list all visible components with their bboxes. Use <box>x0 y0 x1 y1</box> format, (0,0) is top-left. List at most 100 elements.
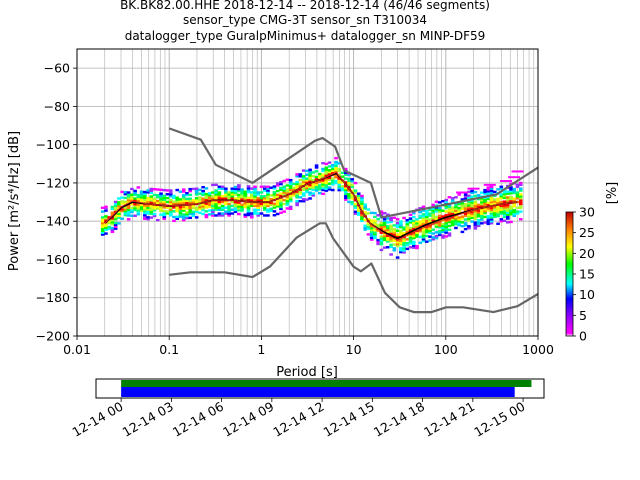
psd-cell <box>113 214 118 217</box>
psd-cell <box>450 208 455 211</box>
psd-cell <box>237 197 241 200</box>
psd-cell <box>155 194 160 197</box>
psd-cell <box>139 198 144 201</box>
psd-cell <box>149 210 154 214</box>
psd-cell <box>392 216 397 219</box>
psd-cell <box>379 225 384 229</box>
psd-cell <box>272 196 277 200</box>
psd-cell <box>168 214 173 217</box>
psd-cell <box>149 208 154 212</box>
psd-cell <box>308 174 312 177</box>
psd-cell <box>373 219 377 222</box>
psd-cell <box>408 219 413 222</box>
psd-cell <box>470 191 474 195</box>
psd-cell <box>454 221 458 224</box>
psd-cell <box>162 202 167 205</box>
psd-cell <box>155 205 160 208</box>
psd-cell <box>314 177 319 181</box>
psd-cell <box>431 217 436 220</box>
psd-cell <box>356 213 361 216</box>
psd-cell <box>408 236 413 239</box>
psd-cell <box>201 203 205 206</box>
psd-cell <box>356 194 361 197</box>
psd-cell <box>143 211 147 215</box>
psd-cell <box>350 189 355 192</box>
psd-cell <box>288 207 293 211</box>
psd-cell <box>496 209 500 212</box>
psd-cell <box>181 201 186 205</box>
psd-cell <box>431 207 436 210</box>
psd-cell <box>185 207 189 210</box>
psd-cell <box>318 180 322 183</box>
psd-cell <box>282 202 286 206</box>
psd-cell <box>279 182 283 186</box>
psd-cell <box>188 216 192 220</box>
psd-cell <box>489 202 494 206</box>
psd-cell <box>343 190 348 194</box>
psd-cell <box>110 230 115 234</box>
psd-cell <box>133 189 137 193</box>
psd-cell <box>470 203 474 206</box>
psd-cell <box>499 206 504 210</box>
psd-cell <box>463 222 468 225</box>
psd-cell <box>493 209 497 213</box>
psd-cell <box>100 227 105 231</box>
psd-cell <box>272 206 277 209</box>
psd-cell <box>389 232 393 235</box>
psd-cell <box>373 231 377 234</box>
psd-cell <box>285 188 290 191</box>
psd-cell <box>340 171 345 175</box>
psd-cell <box>321 167 325 171</box>
psd-cell <box>110 207 115 211</box>
psd-cell <box>412 244 416 247</box>
psd-cell <box>204 215 209 219</box>
psd-cell <box>178 202 183 205</box>
psd-cell <box>100 229 105 232</box>
psd-cell <box>379 210 384 213</box>
psd-cell <box>343 167 348 171</box>
psd-cell <box>198 205 202 209</box>
psd-cell <box>288 194 293 197</box>
psd-cell <box>172 194 176 198</box>
psd-cell <box>337 173 342 177</box>
psd-cell <box>518 204 523 208</box>
psd-cell <box>243 215 248 218</box>
psd-cell <box>295 196 299 199</box>
psd-cell <box>369 219 374 222</box>
psd-cell <box>457 222 461 225</box>
psd-cell <box>350 179 355 183</box>
psd-cell <box>227 191 231 194</box>
psd-cell <box>330 163 335 167</box>
psd-cell <box>279 203 283 207</box>
psd-cell <box>259 195 264 198</box>
psd-cell <box>405 247 410 251</box>
psd-cell <box>211 197 215 200</box>
psd-cell <box>382 229 387 232</box>
psd-cell <box>399 229 403 233</box>
psd-cell <box>201 207 205 210</box>
psd-cell <box>467 204 471 207</box>
psd-cell <box>373 234 377 238</box>
psd-cell <box>175 206 180 209</box>
psd-cell <box>314 185 319 188</box>
psd-cell <box>230 200 235 204</box>
psd-cell <box>194 198 199 202</box>
psd-cell <box>237 207 241 210</box>
psd-cell <box>214 204 218 208</box>
psd-cell <box>360 217 364 221</box>
psd-cell <box>318 186 322 189</box>
psd-cell <box>405 218 410 222</box>
psd-cell <box>246 188 251 192</box>
psd-cell <box>489 189 494 192</box>
psd-cell <box>266 210 270 213</box>
psd-cell <box>379 212 384 215</box>
psd-cell <box>168 191 173 194</box>
psd-cell <box>350 195 355 198</box>
psd-cell <box>386 234 390 237</box>
psd-cell <box>149 197 154 200</box>
psd-cell <box>185 199 189 203</box>
psd-cell <box>130 199 134 202</box>
psd-cell <box>298 192 303 195</box>
psd-cell <box>308 185 312 189</box>
psd-cell <box>321 183 325 186</box>
